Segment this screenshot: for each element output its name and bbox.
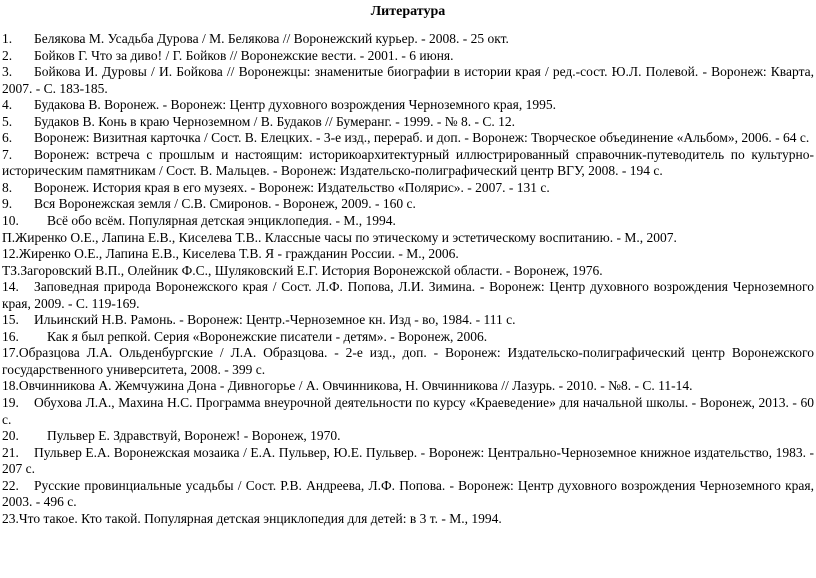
entry-text: Будакова В. Воронеж. - Воронеж: Центр ду… [34,97,556,113]
bibliography-entry: 18.Овчинникова А. Жемчужина Дона - Дивно… [2,378,814,395]
bibliography-entry: 7. Воронеж: встреча с прошлым и настоящим… [2,147,814,180]
bibliography-list: 1. Белякова М. Усадьба Дурова / М. Беляко… [2,31,814,527]
entry-number: 2. [2,47,13,63]
entry-number: 21. [2,444,19,460]
entry-number: 5. [2,113,13,129]
bibliography-entry: 9. Вся Воронежская земля / С.В. Смиронов.… [2,196,814,213]
entry-text: Жиренко О.Е., Лапина Е.В., Киселева Т.В.… [18,246,459,262]
entry-number: 15. [2,312,19,328]
entry-number: 9. [2,196,13,212]
entry-text: Ильинский Н.В. Рамонь. - Воронеж: Центр.… [34,312,516,328]
entry-number: 20. [2,428,19,444]
bibliography-entry: 20. Пульвер Е. Здравствуй, Воронеж! - Вор… [2,428,814,445]
entry-number: 7. [2,146,13,162]
entry-text: Загоровский В.П., Олейник Ф.С., Шуляковс… [20,262,603,278]
entry-number: 18. [2,378,19,394]
entry-text: Пульвер Е. Здравствуй, Воронеж! - Вороне… [47,428,341,444]
entry-number: 17. [2,345,19,361]
entry-number: 14. [2,279,19,295]
bibliography-entry: 15. Ильинский Н.В. Рамонь. - Воронеж: Цен… [2,312,814,329]
entry-text: Обухова Л.А., Махина Н.С. Программа внеу… [2,395,814,427]
entry-text: Вся Воронежская земля / С.В. Смиронов. -… [34,196,416,212]
entry-text: Бойкова И. Дуровы / И. Бойкова // Вороне… [2,64,814,96]
entry-text: Русские провинциальные усадьбы / Сост. Р… [2,477,814,510]
bibliography-entry: 4. Будакова В. Воронеж. - Воронеж: Центр … [2,97,814,114]
entry-text: Воронеж: встреча с прошлым и настоящим: … [2,146,814,179]
bibliography-entry: 23.Что такое. Кто такой. Популярная детс… [2,511,814,528]
entry-number: 16. [2,328,19,344]
entry-text: Овчинникова А. Жемчужина Дона - Дивногор… [18,378,693,394]
entry-text: Бойков Г. Что за диво! / Г. Бойков // Во… [34,47,454,63]
entry-number: П. [2,229,16,245]
bibliography-entry: 6. Воронеж: Визитная карточка / Сост. В. … [2,130,814,147]
bibliography-entry: 8. Воронеж. История края в его музеях. - … [2,180,814,197]
entry-text: Что такое. Кто такой. Популярная детская… [18,510,502,526]
bibliography-entry: 22. Русские провинциальные усадьбы / Сост… [2,478,814,511]
bibliography-entry: 14. Заповедная природа Воронежского края … [2,279,814,312]
entry-text: Как я был репкой. Серия «Воронежские пис… [47,328,488,344]
page-title: Литература [370,4,446,19]
entry-number: 1. [2,31,13,46]
bibliography-entry: 5. Будаков В. Конь в краю Черноземном / В… [2,114,814,131]
entry-number: 4. [2,97,13,113]
bibliography-entry: 19. Обухова Л.А., Махина Н.С. Программа в… [2,395,814,428]
entry-text: Жиренко О.Е., Лапина Е.В., Киселева Т.В.… [15,229,677,245]
entry-number: ТЗ. [2,262,21,278]
entry-number: 22. [2,477,19,493]
entry-text: Воронеж: Визитная карточка / Сост. В. Ел… [34,130,810,146]
entry-number: 10. [2,213,19,229]
entry-number: 6. [2,130,13,146]
entry-text: Белякова М. Усадьба Дурова / М. Белякова… [34,31,509,46]
bibliography-entry: 21. Пульвер Е.А. Воронежская мозаика / Е.… [2,445,814,478]
entry-number: 23. [2,510,19,526]
entry-text: Всё обо всём. Популярная детская энцикло… [47,213,396,229]
bibliography-entry: 17.Образцова Л.А. Ольденбургские / Л.А. … [2,345,814,378]
bibliography-entry: 10. Всё обо всём. Популярная детская энци… [2,213,814,230]
document-page: Литература 1. Белякова М. Усадьба Дурова … [2,4,814,527]
entry-text: Воронеж. История края в его музеях. - Во… [34,179,550,195]
entry-number: 3. [2,64,13,80]
entry-text: Пульвер Е.А. Воронежская мозаика / Е.А. … [2,444,814,477]
bibliography-entry: 2. Бойков Г. Что за диво! / Г. Бойков // … [2,48,814,65]
bibliography-entry: 1. Белякова М. Усадьба Дурова / М. Беляко… [2,31,814,48]
entry-text: Будаков В. Конь в краю Черноземном / В. … [34,113,515,129]
entry-number: 19. [2,395,19,411]
entry-text: Заповедная природа Воронежского края / С… [2,279,814,311]
bibliography-entry: 3. Бойкова И. Дуровы / И. Бойкова // Воро… [2,64,814,97]
bibliography-entry: 16. Как я был репкой. Серия «Воронежские … [2,329,814,346]
bibliography-entry: ТЗ.Загоровский В.П., Олейник Ф.С., Шуляк… [2,263,814,280]
entry-number: 8. [2,179,13,195]
entry-number: 12. [2,246,19,262]
bibliography-entry: П.Жиренко О.Е., Лапина Е.В., Киселева Т.… [2,230,814,247]
bibliography-entry: 12.Жиренко О.Е., Лапина Е.В., Киселева Т… [2,246,814,263]
entry-text: Образцова Л.А. Ольденбургские / Л.А. Обр… [2,345,814,377]
